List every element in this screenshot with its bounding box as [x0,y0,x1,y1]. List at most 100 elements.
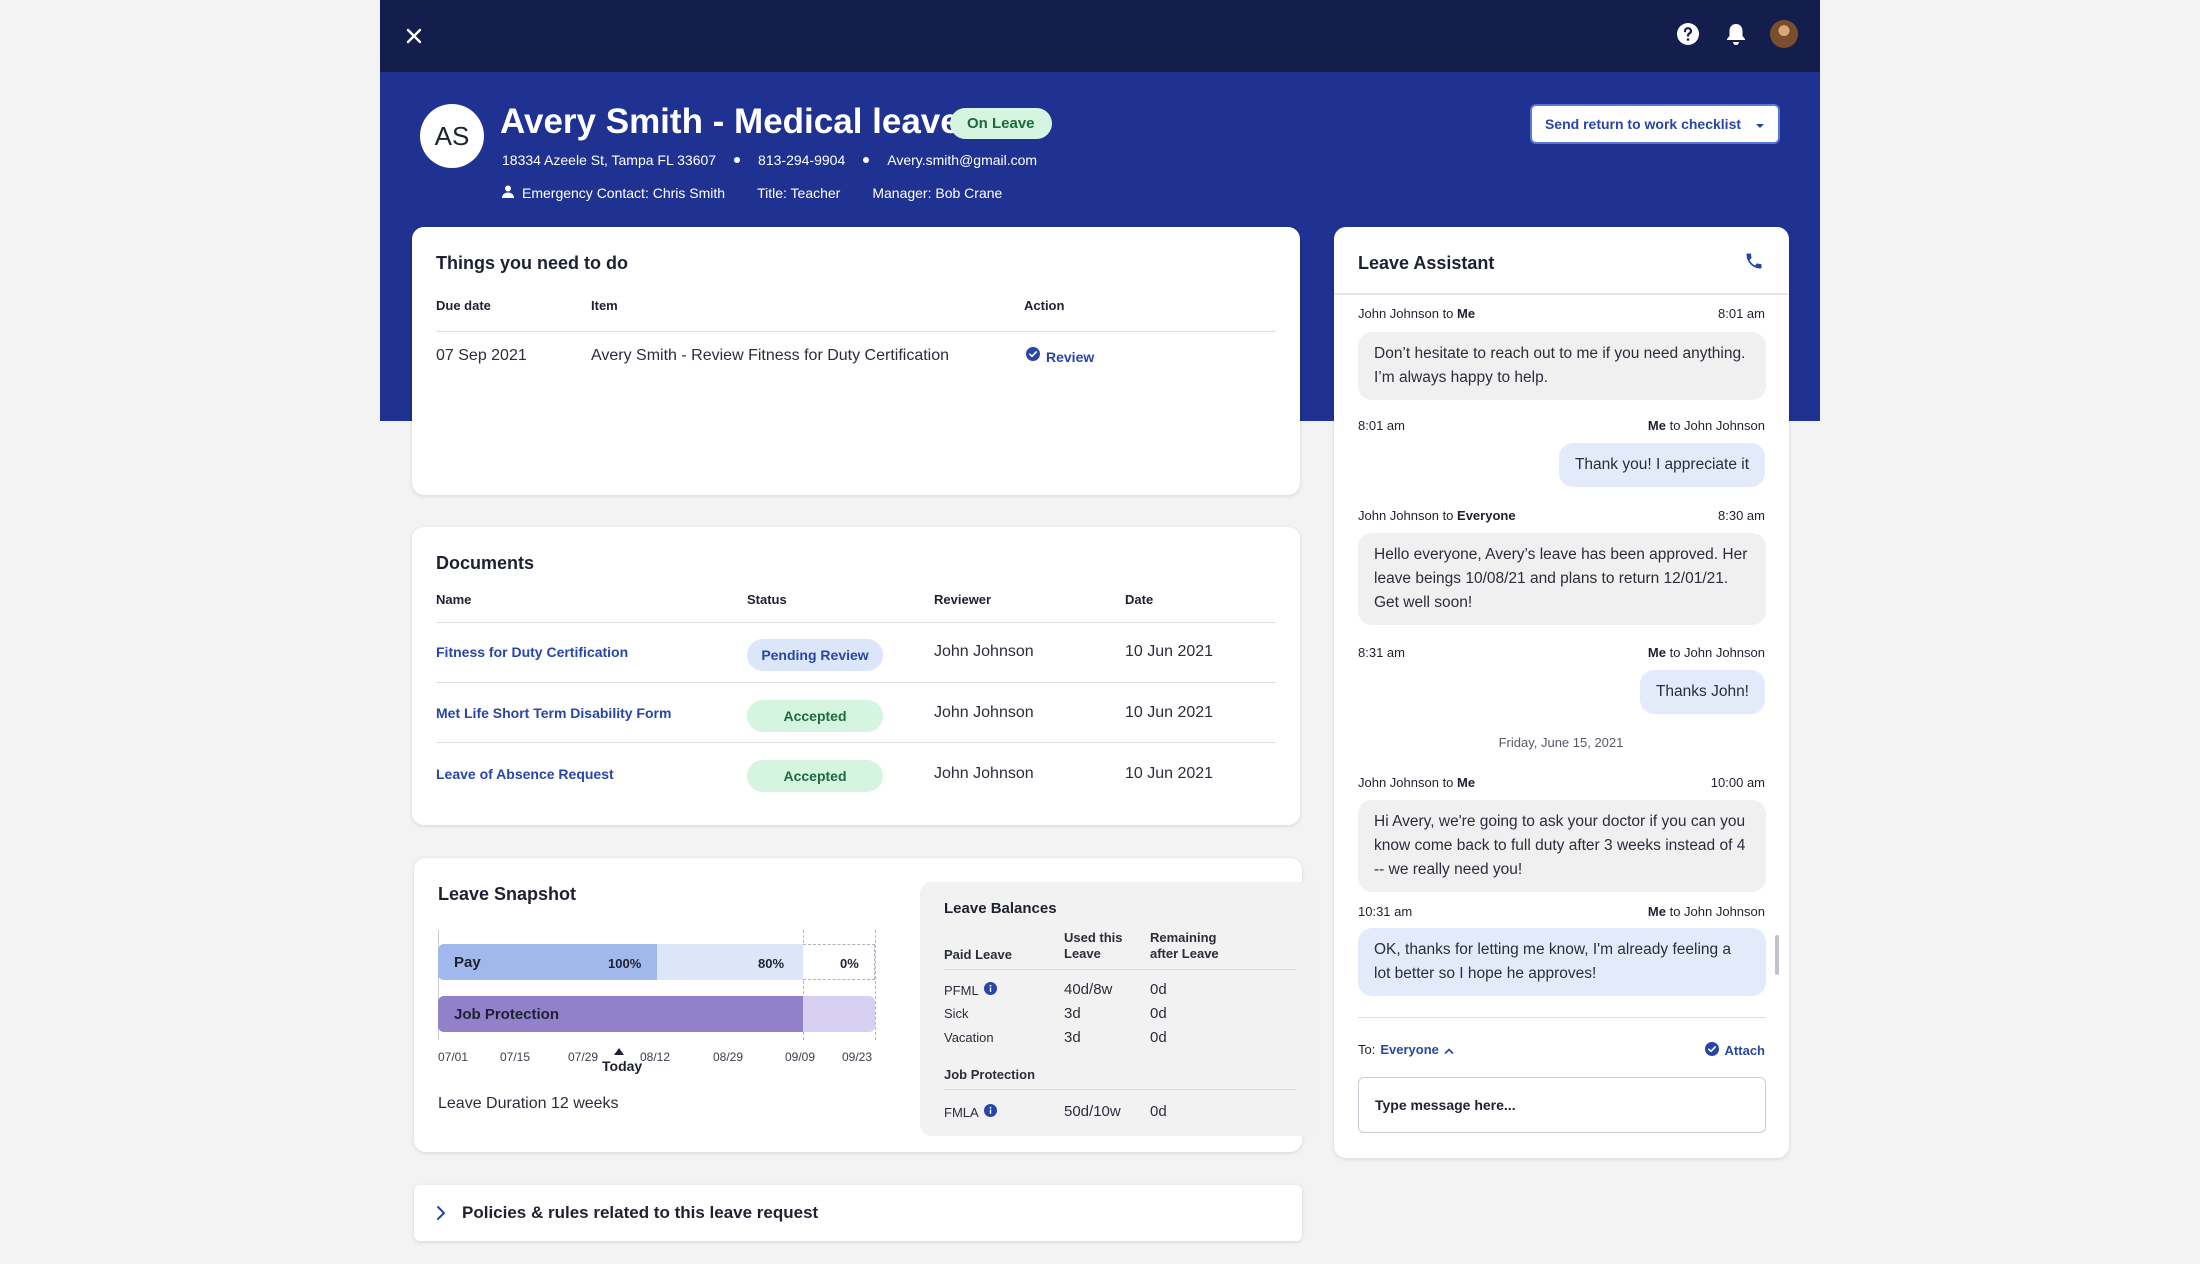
document-link[interactable]: Met Life Short Term Disability Form [436,705,672,721]
chat-scrollbar[interactable] [1775,935,1779,975]
policies-accordion[interactable]: Policies & rules related to this leave r… [414,1185,1302,1241]
help-icon[interactable] [1674,20,1702,48]
review-label: Review [1046,348,1095,365]
message-to: John Johnson [1684,904,1765,919]
avatar[interactable] [1770,20,1798,48]
sick-remaining: 0d [1150,1005,1167,1022]
day-separator: Friday, June 15, 2021 [1498,735,1624,750]
tick-label: 09/23 [842,1050,873,1064]
divider [436,682,1276,683]
tick-label: 08/29 [713,1050,744,1064]
message-time: 10:31 am [1358,904,1413,919]
separator-dot [734,157,741,163]
meta-row: Emergency Contact: Chris Smith Title: Te… [502,185,1002,201]
emergency-contact-text: Emergency Contact: Chris Smith [522,185,726,201]
documents-header-status: Status [747,592,787,607]
documents-header-date: Date [1125,592,1154,607]
to-label: To: [1358,1042,1376,1057]
review-button[interactable]: Review [1026,347,1094,366]
message-to: Me [1457,775,1476,790]
todo-card: Things you need to do Due date Item Acti… [412,227,1300,495]
pay-bar-80 [657,944,803,980]
snapshot-title: Leave Snapshot [438,884,577,904]
message-from: John Johnson [1358,508,1439,523]
document-date: 10 Jun 2021 [1125,765,1214,782]
chevron-up-icon [1444,1042,1454,1057]
message-to: John Johnson [1684,418,1765,433]
policies-label: Policies & rules related to this leave r… [462,1203,819,1222]
todo-title: Things you need to do [436,253,628,273]
pay-percent-100: 100% [608,956,642,971]
document-reviewer: John Johnson [934,765,1034,782]
avatar-initials: AS [420,104,484,168]
timeline-gridline [875,930,876,1040]
message-time: 8:01 am [1358,418,1405,433]
pay-bar-100 [438,944,657,980]
bell-icon[interactable] [1722,20,1750,48]
send-checklist-button[interactable]: Send return to work checklist [1530,104,1780,144]
message-from: John Johnson [1358,306,1439,321]
leave-balances-panel: Leave Balances Paid Leave Used this Leav… [920,882,1320,1136]
person-icon [502,185,514,201]
job-protection-bar [438,996,803,1032]
col-remaining-header: Remaining after Leave [1150,930,1219,961]
message-meta: Me to John Johnson [1647,645,1765,660]
divider [436,622,1276,623]
address-text: 18334 Azeele St, Tampa FL 33607 [502,152,717,168]
recipient-selector[interactable]: To: Everyone [1358,1042,1454,1057]
top-bar [380,0,1820,72]
status-badge: Accepted [747,760,883,792]
todo-header-action: Action [1024,298,1065,313]
message-from: Me [1647,418,1666,433]
message-bubble: Hi Avery, we're going to ask your doctor… [1358,800,1766,892]
sick-used: 3d [1064,1005,1081,1022]
message-meta: John Johnson to Everyone [1358,508,1516,523]
tick-label: 09/09 [785,1050,816,1064]
attach-label: Attach [1724,1043,1765,1058]
info-icon[interactable] [983,1104,997,1120]
check-circle-icon [1026,347,1040,366]
chevron-right-icon [436,1205,446,1226]
message-meta: Me to John Johnson [1647,904,1765,919]
balances-title: Leave Balances [944,900,1057,917]
job-protection-heading: Job Protection [944,1067,1036,1082]
today-label: Today [602,1058,643,1074]
todo-header-item: Item [591,298,618,313]
chat-header: Leave Assistant [1334,227,1788,295]
status-badge: On Leave [950,108,1052,139]
divider [944,1089,1296,1090]
message-meta: John Johnson to Me [1358,775,1476,790]
leave-duration: Leave Duration 12 weeks [438,1095,619,1112]
pfml-row: PFML [944,982,997,998]
pay-percent-0: 0% [840,956,859,971]
vacation-label: Vacation [944,1030,994,1045]
col-used-header: Used this Leave [1064,930,1123,961]
todo-due-date: 07 Sep 2021 [436,347,527,364]
pfml-remaining: 0d [1150,981,1167,998]
leave-assistant-panel: Leave Assistant John Johnson to Me 8:01 … [1334,227,1789,1158]
document-reviewer: John Johnson [934,704,1034,721]
info-icon[interactable] [983,982,997,998]
documents-title: Documents [436,553,535,573]
document-date: 10 Jun 2021 [1125,643,1214,660]
divider [436,331,1276,332]
paid-leave-label: Paid Leave [944,947,1012,962]
message-time: 8:31 am [1358,645,1405,660]
close-icon[interactable] [400,22,428,50]
todo-item: Avery Smith - Review Fitness for Duty Ce… [591,347,950,364]
phone-icon[interactable] [1744,251,1764,276]
todo-header-due: Due date [436,298,491,313]
document-link[interactable]: Fitness for Duty Certification [436,644,629,660]
document-link[interactable]: Leave of Absence Request [436,766,614,782]
message-to: Everyone [1457,508,1516,523]
documents-card: Documents Name Status Reviewer Date Fitn… [412,527,1300,825]
message-input[interactable] [1358,1077,1766,1133]
message-to: John Johnson [1684,645,1765,660]
fmla-row: FMLA [944,1104,997,1120]
tick-label: 08/12 [640,1050,671,1064]
fmla-used: 50d/10w [1064,1103,1121,1120]
message-time: 10:00 am [1710,775,1765,790]
attach-button[interactable]: Attach [1704,1042,1765,1059]
recipient-value: Everyone [1380,1042,1439,1057]
pfml-used: 40d/8w [1064,981,1113,998]
